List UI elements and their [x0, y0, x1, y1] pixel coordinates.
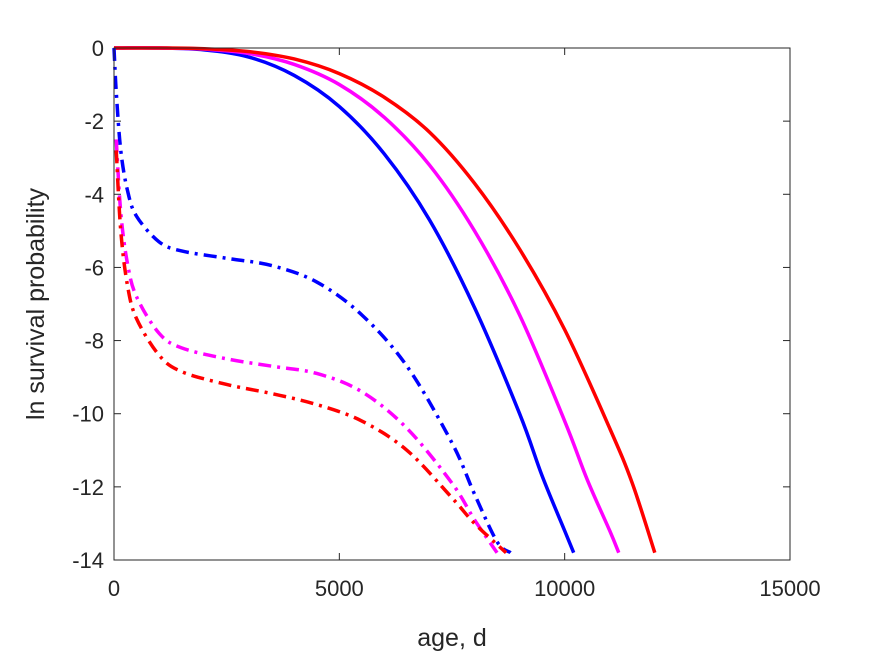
x-tick-label: 5000: [315, 576, 364, 601]
y-tick-label: -14: [72, 548, 104, 573]
x-tick-label: 10000: [534, 576, 595, 601]
series-line-red-dashdot: [114, 150, 508, 554]
x-tick-label: 15000: [759, 576, 820, 601]
tick-layer: 0 5000 10000 15000 0 -2 -4 -6 -8 -10 -12 -14: [72, 36, 820, 601]
y-tick-label: -6: [84, 255, 104, 280]
axes-box: [113, 47, 791, 561]
y-tick-label: -4: [84, 182, 104, 207]
x-axis-label: age, d: [417, 624, 487, 652]
series-layer: [112, 46, 657, 555]
y-axis-label: ln survival probability: [22, 187, 50, 420]
y-tick-label: -12: [72, 475, 104, 500]
y-tick-label: 0: [92, 36, 104, 61]
y-tick-label: -2: [84, 109, 104, 134]
x-tick-label: 0: [108, 576, 120, 601]
series-line-blue-dashdot: [112, 47, 512, 555]
series-line-magenta-dashdot: [114, 139, 499, 554]
y-tick-label: -10: [72, 402, 104, 427]
series-line-red-solid: [113, 46, 657, 554]
y-tick-label: -8: [84, 329, 104, 354]
plot-area: [114, 48, 790, 560]
